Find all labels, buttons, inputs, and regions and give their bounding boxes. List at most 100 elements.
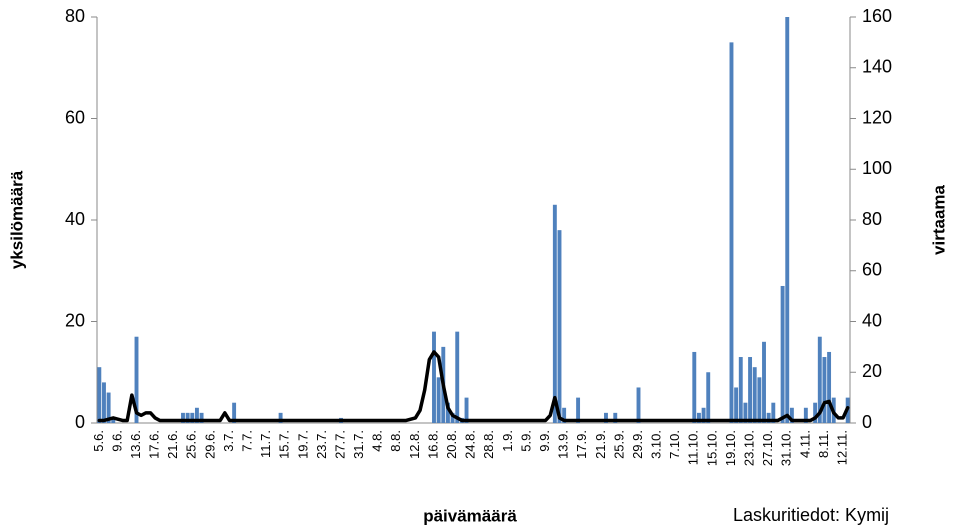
x-tick-label: 19.7.	[295, 430, 310, 459]
bar	[232, 402, 237, 423]
x-tick-label: 28.8.	[481, 430, 496, 459]
x-tick-label: 12.11.	[834, 430, 849, 465]
bar	[576, 397, 581, 423]
y2-tick-label: 60	[862, 260, 882, 280]
bar	[803, 407, 808, 423]
x-tick-label: 13.9.	[556, 430, 571, 459]
x-tick-label: 8.11.	[816, 430, 831, 458]
y2-axis-title: virtaama	[929, 184, 948, 254]
bar	[706, 372, 711, 423]
bar	[450, 412, 455, 423]
x-tick-label: 12.8.	[407, 430, 422, 459]
bar	[432, 331, 436, 423]
x-tick-label: 11.10.	[686, 430, 701, 465]
y-tick-label: 20	[65, 310, 85, 330]
bar	[734, 387, 739, 423]
x-tick-label: 17.6.	[147, 430, 162, 459]
bar	[97, 367, 102, 423]
bar	[464, 397, 469, 423]
y-axis-title: yksilömäärä	[7, 170, 26, 269]
bar	[762, 341, 766, 423]
x-tick-label: 23.7.	[314, 430, 329, 459]
y2-tick-label: 0	[862, 412, 872, 432]
bar	[455, 331, 460, 423]
x-tick-label: 29.9.	[630, 430, 645, 459]
x-tick-label: 5.9.	[518, 430, 533, 452]
x-tick-label: 13.6.	[128, 430, 143, 459]
bar	[190, 412, 195, 423]
bar	[102, 382, 106, 423]
bar	[181, 412, 185, 423]
bar	[199, 412, 204, 423]
y2-tick-label: 140	[862, 57, 892, 77]
bar	[134, 336, 139, 423]
y2-tick-label: 20	[862, 361, 882, 381]
x-tick-label: 9.9.	[537, 430, 552, 452]
source-note: Laskuritiedot: Kymij	[733, 505, 889, 525]
y-tick-label: 0	[75, 412, 85, 432]
x-tick-label: 9.6.	[109, 430, 124, 452]
x-tick-label: 23.10.	[742, 430, 757, 466]
bar	[604, 412, 608, 423]
bar	[106, 392, 111, 423]
bar	[436, 377, 441, 423]
bar	[696, 412, 701, 423]
x-tick-label: 16.8.	[425, 430, 440, 459]
x-tick-label: 31.7.	[351, 430, 366, 459]
x-tick-label: 8.8.	[388, 430, 403, 452]
bar	[785, 17, 790, 423]
x-tick-label: 4.8.	[370, 430, 385, 452]
x-tick-label: 15.7.	[277, 430, 292, 459]
x-tick-label: 7.10.	[667, 430, 682, 459]
y-tick-label: 40	[65, 209, 85, 229]
bar	[111, 417, 116, 423]
y2-tick-label: 100	[862, 158, 892, 178]
bar	[738, 357, 743, 423]
bar	[827, 351, 832, 423]
bar	[636, 387, 641, 423]
x-tick-label: 27.7.	[332, 430, 347, 459]
x-tick-label: 31.10.	[779, 430, 794, 466]
bar	[766, 412, 771, 423]
bar	[748, 357, 753, 423]
x-tick-label: 20.8.	[444, 430, 459, 459]
x-tick-label: 25.6.	[184, 430, 199, 459]
bar	[194, 407, 199, 423]
flow-line	[97, 350, 850, 423]
bar	[780, 285, 785, 423]
bar	[613, 412, 618, 423]
x-tick-label: 1.9.	[500, 430, 515, 452]
x-tick-label: 19.10.	[723, 430, 738, 466]
x-tick-label: 5.6.	[91, 430, 106, 452]
x-tick-label: 11.7.	[258, 430, 273, 458]
x-tick-label: 17.9.	[574, 430, 589, 459]
x-axis-title: päivämäärä	[423, 506, 517, 525]
bar	[752, 367, 757, 423]
bar	[562, 407, 567, 423]
bar	[445, 402, 450, 423]
bar	[789, 407, 794, 423]
x-tick-label: 7.7.	[240, 430, 255, 452]
bar	[557, 230, 562, 423]
x-tick-label: 21.6.	[165, 430, 180, 459]
x-tick-label: 25.9.	[611, 430, 626, 459]
x-tick-label: 29.6.	[202, 430, 217, 459]
bar	[185, 412, 190, 423]
bar	[743, 402, 748, 423]
bar	[757, 377, 762, 423]
bar	[771, 402, 776, 423]
bar	[729, 42, 734, 423]
y2-tick-label: 40	[862, 310, 882, 330]
bar	[552, 204, 557, 423]
bar	[813, 402, 818, 423]
x-tick-label: 24.8.	[463, 430, 478, 459]
x-tick-label: 27.10.	[760, 430, 775, 466]
y2-tick-label: 80	[862, 209, 882, 229]
bar	[822, 357, 827, 423]
bar	[701, 407, 706, 423]
x-tick-label: 15.10.	[704, 430, 719, 466]
y2-tick-label: 120	[862, 107, 892, 127]
y-tick-label: 60	[65, 107, 85, 127]
bar	[278, 412, 283, 423]
